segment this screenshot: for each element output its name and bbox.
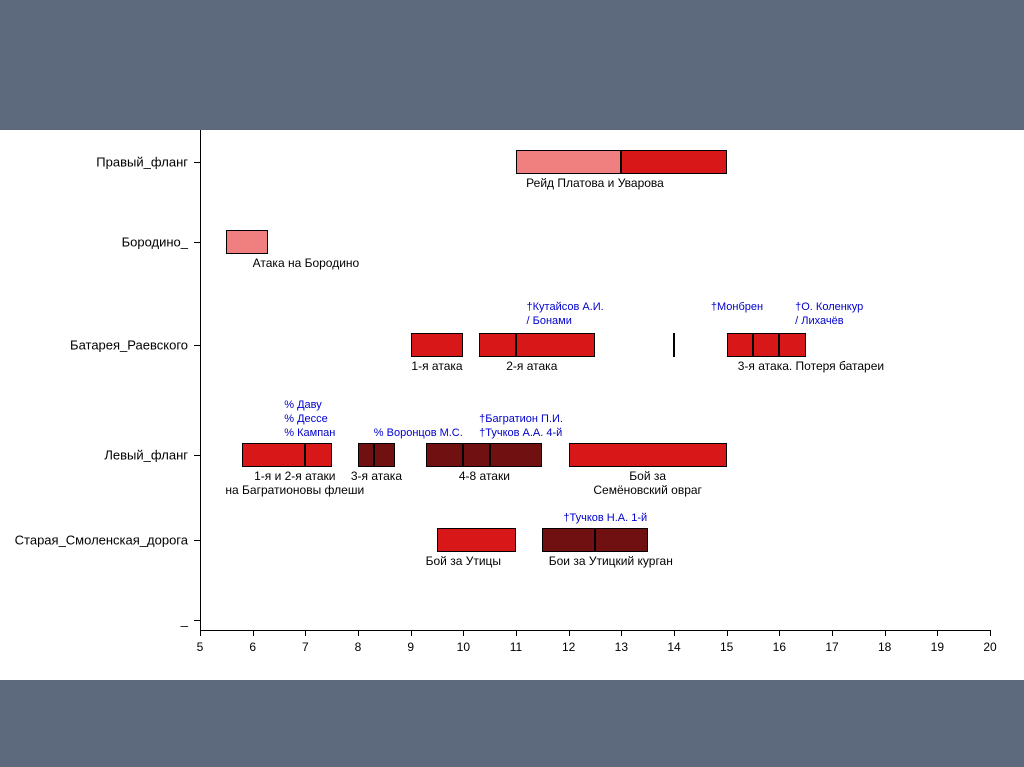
- x-tick-label: 8: [355, 640, 362, 654]
- x-axis: [200, 630, 990, 631]
- x-tick: [253, 630, 254, 636]
- gantt-bar: [426, 443, 463, 467]
- bar-label: 3-я атака: [351, 470, 402, 484]
- gantt-bar: [411, 333, 464, 357]
- x-tick-label: 13: [615, 640, 628, 654]
- x-tick: [305, 630, 306, 636]
- x-tick: [411, 630, 412, 636]
- annotation: †Тучков А.А. 4-й: [479, 427, 562, 439]
- y-tick: [194, 455, 200, 456]
- x-tick: [779, 630, 780, 636]
- gantt-chart: Правый_фланг Бородино_ Батарея_Раевского Ле…: [0, 130, 1024, 680]
- y-category-label: Старая_Смоленская_дорога: [15, 533, 188, 548]
- cap-mark: [673, 333, 675, 357]
- gantt-bar: [490, 443, 543, 467]
- y-category-label: Левый_фланг: [104, 448, 188, 463]
- gantt-bar: [305, 443, 331, 467]
- gantt-bar: [516, 333, 595, 357]
- y-category-label: Бородино_: [122, 235, 188, 250]
- x-tick-label: 11: [510, 640, 522, 654]
- x-tick-label: 15: [720, 640, 733, 654]
- x-tick: [569, 630, 570, 636]
- gantt-bar: [226, 230, 268, 254]
- gantt-bar: [779, 333, 805, 357]
- y-tick: [194, 162, 200, 163]
- annotation: †Монбрен: [711, 301, 763, 313]
- slide-bottom-band: [0, 680, 1024, 767]
- annotation: % Дессе: [284, 413, 328, 425]
- annotation: % Даву: [284, 399, 322, 411]
- x-tick: [674, 630, 675, 636]
- gantt-bar: [358, 443, 374, 467]
- x-tick: [516, 630, 517, 636]
- annotation: †Тучков Н.А. 1-й: [563, 512, 647, 524]
- x-tick: [727, 630, 728, 636]
- gantt-bar: [621, 150, 726, 174]
- x-tick-label: 20: [983, 640, 996, 654]
- bar-label: 2-я атака: [506, 360, 557, 374]
- x-tick-label: 19: [931, 640, 944, 654]
- y-tick: [194, 242, 200, 243]
- annotation: †Кутайсов А.И.: [527, 301, 604, 313]
- annotation: / Лихачёв: [795, 315, 843, 327]
- x-tick-label: 14: [667, 640, 680, 654]
- y-category-label: Правый_фланг: [96, 155, 188, 170]
- x-tick: [463, 630, 464, 636]
- x-tick-label: 9: [407, 640, 414, 654]
- x-tick: [937, 630, 938, 636]
- annotation: % Кампан: [284, 427, 335, 439]
- x-tick: [832, 630, 833, 636]
- bar-label: 3-я атака. Потеря батареи: [738, 360, 884, 374]
- chart-panel: Правый_фланг Бородино_ Батарея_Раевского Ле…: [0, 130, 1024, 680]
- y-category-label: _: [181, 613, 188, 628]
- annotation: / Бонами: [527, 315, 572, 327]
- gantt-bar: [437, 528, 516, 552]
- gantt-bar: [753, 333, 779, 357]
- x-tick: [358, 630, 359, 636]
- x-tick-label: 18: [878, 640, 891, 654]
- bar-label: Бой за Утицы: [426, 555, 501, 569]
- page: Правый_фланг Бородино_ Батарея_Раевского Ле…: [0, 0, 1024, 767]
- y-tick: [194, 620, 200, 621]
- x-tick-label: 7: [302, 640, 309, 654]
- bar-label: 4-8 атаки: [459, 470, 510, 484]
- gantt-bar: [569, 443, 727, 467]
- gantt-bar: [595, 528, 648, 552]
- bar-label: Бой заСемёновский овраг: [593, 470, 702, 498]
- x-tick: [200, 630, 201, 636]
- x-tick-label: 5: [197, 640, 204, 654]
- annotation: % Воронцов М.С.: [374, 427, 463, 439]
- x-tick-label: 10: [457, 640, 470, 654]
- gantt-bar: [242, 443, 305, 467]
- gantt-bar: [374, 443, 395, 467]
- x-tick: [621, 630, 622, 636]
- gantt-bar: [479, 333, 516, 357]
- y-tick: [194, 540, 200, 541]
- bar-label: Рейд Платова и Уварова: [526, 177, 664, 191]
- bar-label: Атака на Бородино: [253, 257, 360, 271]
- slide-top-band: [0, 0, 1024, 130]
- x-tick-label: 12: [562, 640, 575, 654]
- gantt-bar: [727, 333, 753, 357]
- y-tick: [194, 345, 200, 346]
- y-category-label: Батарея_Раевского: [70, 338, 188, 353]
- x-tick-label: 16: [773, 640, 786, 654]
- x-tick: [990, 630, 991, 636]
- gantt-bar: [542, 528, 595, 552]
- annotation: †Багратион П.И.: [479, 413, 563, 425]
- bar-label: Бои за Утицкий курган: [549, 555, 673, 569]
- bar-label: 1-я атака: [411, 360, 462, 374]
- annotation: †О. Коленкур: [795, 301, 863, 313]
- x-tick-label: 6: [249, 640, 256, 654]
- bar-label: 1-я и 2-я атакина Багратионовы флеши: [225, 470, 364, 498]
- gantt-bar: [463, 443, 489, 467]
- x-tick-label: 17: [825, 640, 838, 654]
- y-axis: [200, 130, 201, 630]
- x-tick: [885, 630, 886, 636]
- gantt-bar: [516, 150, 621, 174]
